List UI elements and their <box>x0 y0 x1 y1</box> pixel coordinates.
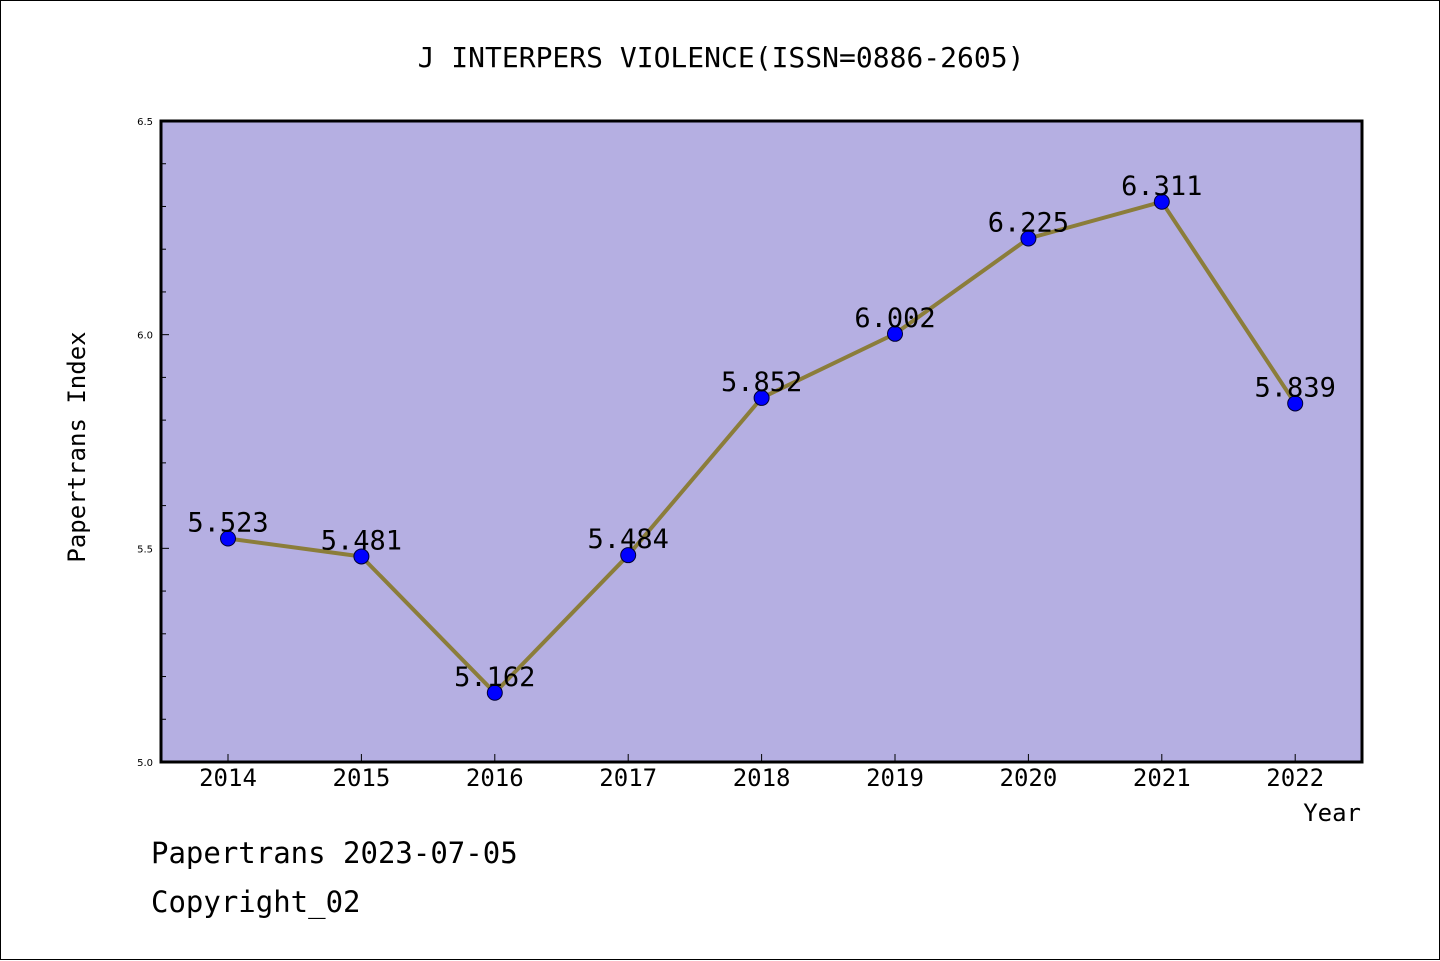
data-label: 5.484 <box>588 524 669 555</box>
data-label: 5.481 <box>321 525 402 556</box>
data-label: 5.852 <box>721 367 802 398</box>
data-label: 5.523 <box>187 508 268 539</box>
x-tick-label: 2021 <box>1133 764 1191 792</box>
y-axis-label: Papertrans Index <box>63 331 91 562</box>
y-tick-label: 5.5 <box>137 544 153 555</box>
data-label: 5.839 <box>1255 372 1336 403</box>
x-tick-label: 2017 <box>599 764 657 792</box>
plot-area <box>159 119 1364 764</box>
data-point <box>1287 395 1304 412</box>
y-axis: 5.0 5.5 6.0 6.5 <box>137 117 169 769</box>
series-layer: 5.523 5.481 5.162 5.484 5.852 6.002 6.225 6.311… <box>187 171 1336 701</box>
data-label: 5.162 <box>454 662 535 693</box>
y-tick-label: 6.0 <box>137 331 153 342</box>
footer-copyright-text: Copyright_02 <box>151 885 361 919</box>
data-point <box>887 325 903 342</box>
y-tick-label: 5.0 <box>137 758 153 769</box>
x-tick-label: 2020 <box>1000 764 1058 792</box>
x-tick-label: 2015 <box>333 764 391 792</box>
x-axis: 2014 2015 2016 2017 2018 2019 2020 2021 2022 <box>199 754 1324 792</box>
x-tick-label: 2019 <box>866 764 924 792</box>
x-axis-label: Year <box>1303 799 1361 827</box>
data-point <box>220 530 236 547</box>
footer-date-text: Papertrans 2023-07-05 <box>151 836 518 870</box>
x-tick-label: 2018 <box>733 764 791 792</box>
data-point <box>353 548 370 565</box>
x-tick-label: 2014 <box>199 764 257 792</box>
chart-title: J INTERPERS VIOLENCE(ISSN=0886-2605) <box>418 41 1025 74</box>
data-label: 6.002 <box>854 303 935 334</box>
y-tick-label: 6.5 <box>137 117 153 128</box>
data-point <box>486 684 503 701</box>
data-point <box>753 389 770 406</box>
data-label: 6.311 <box>1121 171 1202 202</box>
data-label: 6.225 <box>988 208 1069 239</box>
data-point <box>1020 230 1037 247</box>
x-tick-label: 2016 <box>466 764 524 792</box>
data-point <box>620 547 637 564</box>
data-point <box>1153 193 1170 210</box>
x-tick-label: 2022 <box>1266 764 1324 792</box>
